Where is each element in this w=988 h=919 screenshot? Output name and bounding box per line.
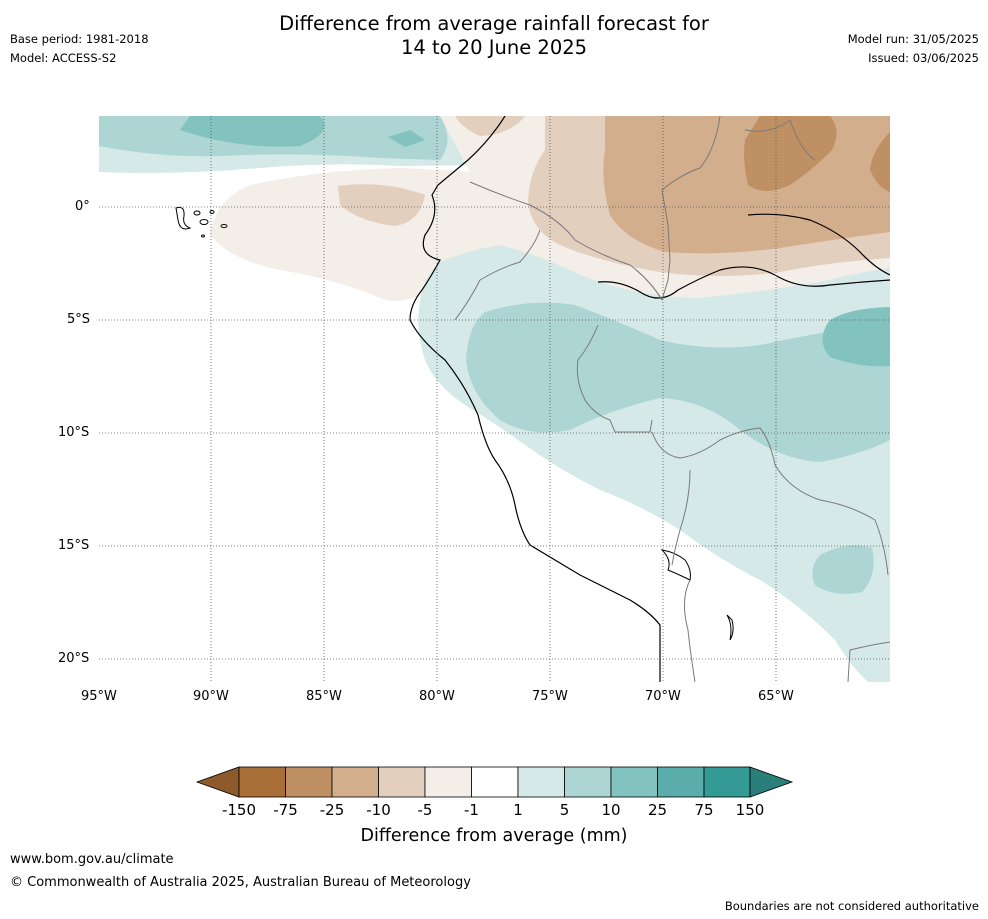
boundaries-disclaimer: Boundaries are not considered authoritat… — [724, 899, 979, 913]
lon-label-75w: 75°W — [532, 689, 568, 704]
lon-label-95w: 95°W — [81, 689, 117, 704]
lat-label-5s: 5°S — [67, 312, 91, 327]
coastline-lake-poopo — [726, 614, 734, 641]
country-borders — [454, 116, 890, 682]
lat-label-10s: 10°S — [58, 425, 90, 440]
wet-south-light — [418, 245, 890, 682]
wet-south-strong — [822, 307, 890, 367]
lon-label-65w: 65°W — [758, 689, 794, 704]
wet-south-mid — [466, 302, 890, 462]
lat-label-0: 0° — [75, 199, 90, 214]
lon-label-70w: 70°W — [645, 689, 681, 704]
lat-label-20s: 20°S — [58, 651, 90, 666]
map-title: Difference from average rainfall forecas… — [0, 12, 988, 60]
colorbar-tick: 75 — [694, 801, 714, 819]
anomaly-field — [99, 116, 890, 682]
dry-pale-nw — [455, 116, 525, 136]
colorbar-tick: 25 — [647, 801, 668, 819]
colorbar-tick: 10 — [601, 801, 621, 819]
lon-label-90w: 90°W — [193, 689, 229, 704]
wet-band-strong — [180, 116, 325, 147]
colorbar-tick: 150 — [735, 801, 765, 819]
dry-pale-spot — [338, 184, 425, 226]
lat-label-15s: 15°S — [58, 538, 90, 553]
coastline-south-america — [409, 116, 661, 682]
colorbar-extend-low — [195, 766, 240, 798]
dry-strong-patch — [744, 116, 837, 191]
dry-strong-east — [870, 132, 890, 192]
wet-spot-south — [812, 545, 874, 594]
colorbar-tick: -5 — [417, 801, 433, 819]
colorbar-tick: -25 — [319, 801, 345, 819]
colorbar-extend-high — [749, 766, 794, 798]
base-period: Base period: 1981-2018 — [10, 32, 149, 46]
lon-label-85w: 85°W — [306, 689, 342, 704]
colorbar-title: Difference from average (mm) — [360, 826, 628, 846]
dry-medium-region — [603, 116, 890, 254]
lon-label-80w: 80°W — [419, 689, 455, 704]
colorbar-tick: -1 — [464, 801, 479, 819]
model-run: Model run: 31/05/2025 — [847, 32, 979, 46]
colorbar-tick: 1 — [513, 801, 523, 819]
colorbar-tick: 5 — [559, 801, 570, 819]
galapagos-islands — [175, 206, 228, 238]
colorbar-tick: -10 — [366, 801, 391, 819]
title-line-1: Difference from average rainfall forecas… — [279, 12, 709, 35]
title-line-2: 14 to 20 June 2025 — [400, 36, 588, 59]
colorbar — [195, 766, 794, 798]
coastline-caribbean — [747, 213, 890, 276]
wet-spot-north — [388, 130, 425, 147]
coastline-amazon-mouth — [597, 266, 890, 299]
graticule — [99, 116, 890, 682]
model-name: Model: ACCESS-S2 — [10, 51, 117, 65]
copyright: © Commonwealth of Australia 2025, Austra… — [10, 875, 471, 890]
issued-date: Issued: 03/06/2025 — [868, 51, 979, 65]
coastline-titicaca — [660, 549, 691, 581]
source-url: www.bom.gov.au/climate — [10, 852, 174, 867]
colorbar-tick: -75 — [273, 801, 298, 819]
colorbar-tick: -150 — [221, 801, 257, 819]
